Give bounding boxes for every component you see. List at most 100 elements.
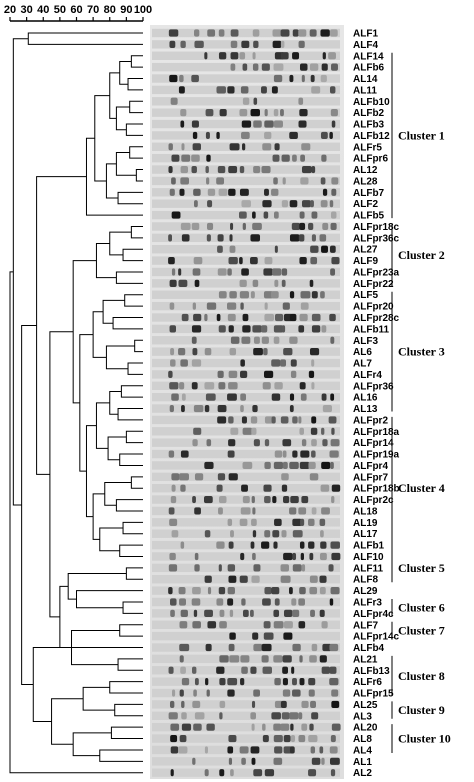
gel-band [298,325,305,333]
gel-band [230,29,239,37]
gel-lane [152,620,340,629]
strain-label: AL4 [353,745,372,756]
gel-lane [152,609,340,618]
gel-band [218,52,227,60]
gel-band [228,257,238,265]
gel-band [290,495,299,504]
strain-label: AL20 [353,723,378,734]
gel-band [227,689,235,697]
gel-band [252,52,256,60]
gel-band [194,279,200,287]
gel-band [299,427,304,435]
cluster-label: Cluster 10 [398,732,451,746]
strain-label: ALFb10 [353,97,390,108]
gel-band [273,655,283,663]
gel-lane [152,484,341,493]
gel-band [330,461,334,470]
gel-lane [152,256,340,265]
gel-band [319,746,324,754]
gel-band [180,609,188,617]
gel-lane [152,210,340,220]
gel-band [205,393,216,401]
gel-band [289,746,295,754]
gel-lane [152,768,340,777]
gel-band [320,541,327,549]
gel-band [330,211,337,219]
gel-band [227,587,235,595]
gel-band [322,222,329,231]
gel-band [252,404,258,413]
gel-band [239,165,245,174]
gel-band [263,370,274,378]
strain-label: ALFb2 [353,108,385,119]
gel-band [242,495,250,504]
gel-band [170,348,175,356]
gel-band [206,689,210,697]
gel-band [283,632,293,640]
gel-band [264,587,272,595]
gel-band [170,609,175,617]
gel-lane [152,392,340,402]
gel-band [253,336,260,344]
gel-band [280,700,287,709]
gel-band [168,257,175,265]
gel-band [320,200,328,208]
gel-band [272,40,282,48]
gel-band [229,143,240,151]
gel-band [230,63,236,71]
gel-band [251,575,260,583]
gel-band [331,552,341,561]
gel-band [330,734,336,743]
gel-band [273,723,282,731]
gel-lane [152,165,340,174]
gel-band [228,439,236,447]
gel-band [311,234,316,242]
gel-band [299,257,307,265]
gel-band [168,234,172,242]
gel-band [273,336,280,344]
dendrogram-branch [102,299,125,324]
gel-band [311,211,318,219]
gel-band [263,211,269,219]
scale-tick-label: 30 [21,4,33,16]
gel-band [180,109,187,117]
gel-band [227,564,236,572]
gel-band [228,473,238,481]
gel-band [242,325,251,333]
gel-band [289,200,298,208]
gel-band [292,29,299,37]
gel-band [219,109,227,117]
gel-band [322,439,328,447]
cluster-label: Cluster 8 [398,669,445,683]
gel-lane [152,370,340,379]
gel-band [218,29,225,37]
gel-band [227,678,238,686]
gel-band [227,313,236,322]
gel-band [301,439,307,447]
gel-band [308,222,314,231]
gel-band [321,245,328,253]
gel-band [218,507,223,515]
gel-band [219,678,226,686]
scale-tick-label: 80 [104,4,116,16]
gel-band [330,439,340,447]
gel-band [299,63,308,71]
gel-band [171,473,180,481]
gel-band [281,200,289,208]
gel-band [180,484,186,492]
dendrogram-branch [129,100,143,114]
gel-band [292,643,301,652]
gel-band [261,325,268,333]
dendrogram-branch [120,385,143,398]
gel-band [311,643,318,652]
gel-band [274,518,282,526]
gel-band [168,712,178,720]
gel-band [217,245,223,253]
gel-band [298,621,306,629]
scale-tick-label: 90 [120,4,132,16]
gel-band [300,393,307,401]
gel-band [301,495,309,504]
gel-band [298,416,302,424]
gel-band [242,222,246,231]
gel-band [178,279,188,287]
